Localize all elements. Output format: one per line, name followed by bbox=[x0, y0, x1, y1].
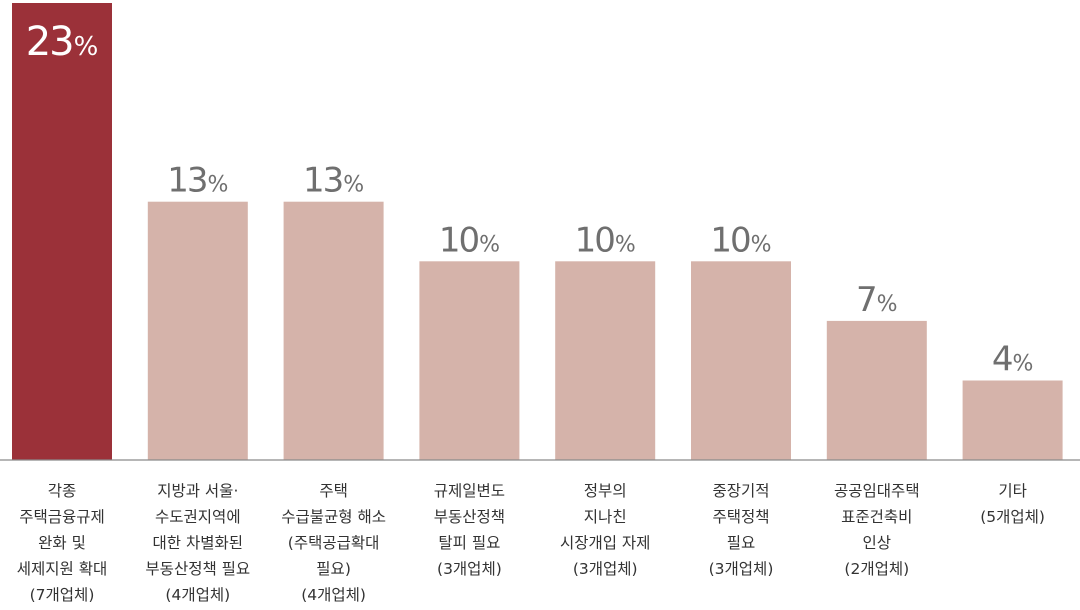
category-label-2: 지방과 서울· 수도권지역에 대한 차별화된 부동산정책 필요 (4개업체) bbox=[145, 482, 251, 604]
category-label-8: 기타 (5개업체) bbox=[980, 482, 1045, 526]
category-label-5: 정부의 지나친 시장개입 자제 (3개업체) bbox=[559, 482, 651, 578]
bars-group bbox=[12, 3, 1063, 460]
bar-8 bbox=[962, 380, 1063, 460]
bar-3 bbox=[283, 201, 384, 460]
value-label-4: 10% bbox=[439, 220, 500, 260]
value-label-8: 4% bbox=[992, 340, 1034, 380]
bar-4 bbox=[419, 261, 520, 460]
category-label-4: 규제일변도 부동산정책 탈피 필요 (3개업체) bbox=[433, 482, 506, 578]
bar-5 bbox=[555, 261, 656, 460]
value-label-3: 13% bbox=[303, 161, 364, 201]
value-label-5: 10% bbox=[575, 220, 636, 260]
value-label-7: 7% bbox=[856, 280, 898, 320]
category-label-6: 중장기적 주택정책 필요 (3개업체) bbox=[708, 482, 774, 578]
value-label-2: 13% bbox=[167, 161, 228, 201]
category-label-7: 공공임대주택 표준건축비 인상 (2개업체) bbox=[834, 482, 920, 578]
bar-1 bbox=[12, 3, 112, 460]
category-label-3: 주택 수급불균형 해소 (주택공급확대 필요) (4개업체) bbox=[281, 482, 386, 604]
bar-7 bbox=[826, 320, 927, 460]
value-label-6: 10% bbox=[710, 220, 771, 260]
category-label-1: 각종 주택금융규제 완화 및 세제지원 확대 (7개업체) bbox=[16, 482, 108, 604]
value-labels-group: 23% 13% 13% 10% 10% 10% 7% 4% bbox=[26, 19, 1034, 380]
bar-2 bbox=[147, 201, 248, 460]
bar-6 bbox=[691, 261, 791, 460]
value-label-1: 23% bbox=[26, 19, 99, 65]
